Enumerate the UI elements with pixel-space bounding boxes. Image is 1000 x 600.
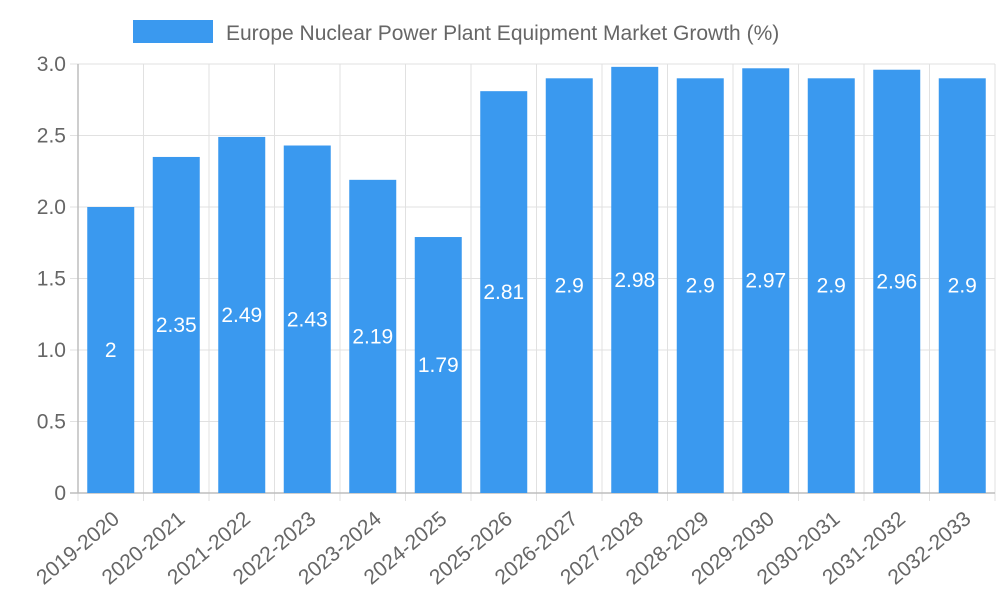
x-axis-tick-labels: 2019-20202020-20212021-20222022-20232023… xyxy=(32,507,975,589)
bar-value-label: 2 xyxy=(105,339,117,362)
y-tick-label: 2.0 xyxy=(37,196,66,219)
y-tick-label: 0 xyxy=(54,482,66,505)
bar[interactable] xyxy=(807,78,855,494)
bar-value-label: 2.9 xyxy=(948,275,977,298)
bar[interactable] xyxy=(87,207,135,493)
y-tick-label: 0.5 xyxy=(37,411,66,434)
bar[interactable] xyxy=(545,78,593,494)
y-axis-tick-labels: 0 0.5 1.0 1.5 2.0 2.5 3.0 xyxy=(37,53,66,505)
bar[interactable] xyxy=(873,69,921,493)
legend[interactable]: Europe Nuclear Power Plant Equipment Mar… xyxy=(133,20,779,45)
bar[interactable] xyxy=(152,156,200,493)
bar[interactable] xyxy=(480,91,528,494)
y-tick-label: 1.0 xyxy=(37,339,66,362)
bar-value-label: 2.96 xyxy=(876,270,917,293)
bar-value-label: 2.9 xyxy=(555,275,584,298)
gridlines xyxy=(70,63,996,501)
bar[interactable] xyxy=(742,68,790,493)
bar[interactable] xyxy=(414,237,462,493)
bar-value-label: 2.9 xyxy=(686,275,715,298)
bars: 2 2.35 2.49 2.43 2.19 1.79 2.81 2.9 2.98 2.9 2.97 2… xyxy=(87,66,986,494)
bar[interactable] xyxy=(676,78,724,494)
y-tick-label: 3.0 xyxy=(37,53,66,76)
bar-value-label: 2.98 xyxy=(614,269,655,292)
bar-value-label: 2.43 xyxy=(287,308,328,331)
bar[interactable] xyxy=(218,136,266,493)
bar[interactable] xyxy=(611,66,659,494)
bar-value-label: 2.9 xyxy=(817,275,846,298)
bar[interactable] xyxy=(283,145,331,493)
y-tick-label: 2.5 xyxy=(37,125,66,148)
bar-value-label: 2.97 xyxy=(745,270,786,293)
bar-value-label: 2.19 xyxy=(352,325,393,348)
bar-value-label: 2.35 xyxy=(156,314,197,337)
legend-label: Europe Nuclear Power Plant Equipment Mar… xyxy=(226,22,779,45)
y-tick-label: 1.5 xyxy=(37,268,66,291)
bar[interactable] xyxy=(938,78,986,494)
legend-swatch xyxy=(133,20,213,43)
bar[interactable] xyxy=(349,179,397,493)
bar-value-label: 2.49 xyxy=(221,304,262,327)
bar-value-label: 2.81 xyxy=(483,281,524,304)
bar-value-label: 1.79 xyxy=(418,354,459,377)
